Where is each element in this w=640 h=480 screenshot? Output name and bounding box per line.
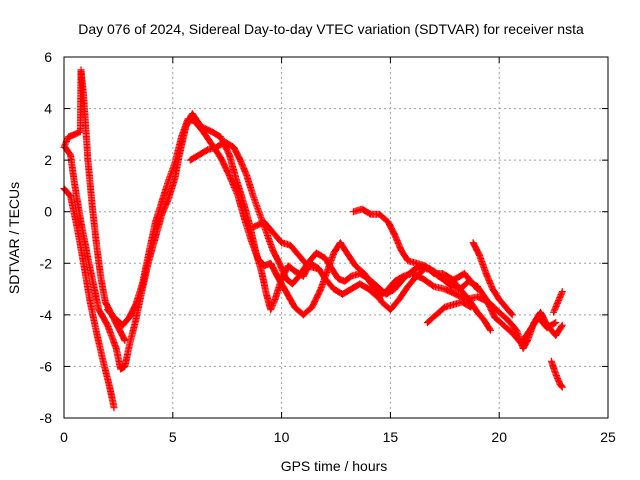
y-tick-label: 6 <box>44 49 52 65</box>
y-tick-label: 2 <box>44 152 52 168</box>
chart-title: Day 076 of 2024, Sidereal Day-to-day VTE… <box>78 21 584 37</box>
data-point-markers <box>469 239 516 319</box>
y-tick-label: 0 <box>44 204 52 220</box>
data-point-markers <box>423 298 475 327</box>
series-track-8 <box>469 239 516 319</box>
x-tick-label: 10 <box>274 429 290 445</box>
x-tick-label: 5 <box>169 429 177 445</box>
grid-lines <box>64 57 608 418</box>
series-track-11 <box>550 288 566 316</box>
y-tick-label: -6 <box>40 358 53 374</box>
y-tick-label: 4 <box>44 101 52 117</box>
x-tick-label: 0 <box>60 429 68 445</box>
series-track-7 <box>423 298 475 327</box>
x-tick-label: 15 <box>383 429 399 445</box>
series-track-6 <box>349 205 494 334</box>
data-point-markers <box>550 288 566 316</box>
x-axis-label: GPS time / hours <box>281 458 388 474</box>
data-point-markers <box>547 357 566 391</box>
data-point-markers <box>349 205 494 334</box>
data-point-markers <box>249 218 320 272</box>
y-tick-label: -8 <box>40 410 53 426</box>
y-tick-label: -4 <box>40 307 53 323</box>
series-track-10 <box>547 357 566 391</box>
y-tick-label: -2 <box>40 255 53 271</box>
series-track-9 <box>249 218 320 272</box>
x-tick-label: 25 <box>600 429 616 445</box>
plot-frame <box>63 56 609 419</box>
axis-ticks: 0 5 10 15 20 25 -8 -6 -4 -2 0 2 4 6 <box>40 49 616 445</box>
x-tick-label: 20 <box>491 429 507 445</box>
y-axis-label: SDTVAR / TECUs <box>6 182 22 294</box>
